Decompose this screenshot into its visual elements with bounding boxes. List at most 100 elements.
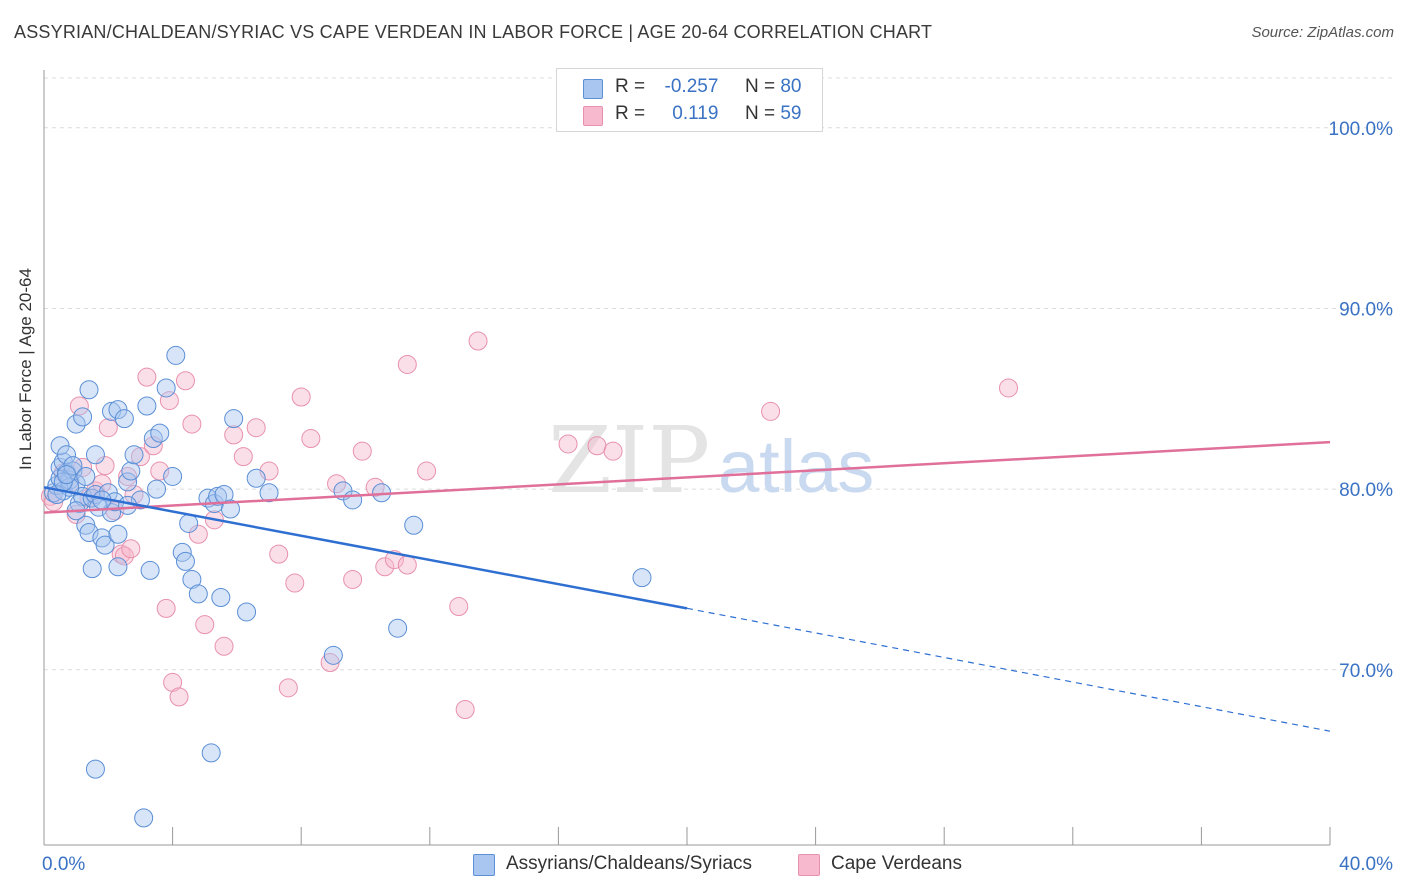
n-value: 59 [780, 103, 802, 124]
data-point-cape-verdeans [246, 418, 266, 438]
data-point-cape-verdeans [214, 636, 234, 656]
data-point-cape-verdeans [999, 378, 1018, 398]
data-point-assyrians [343, 490, 363, 510]
axes [43, 70, 1331, 846]
data-point-cape-verdeans [169, 687, 189, 707]
data-point-assyrians [85, 445, 105, 465]
data-point-assyrians [137, 396, 157, 416]
data-point-assyrians [259, 483, 279, 503]
data-point-cape-verdeans [224, 425, 244, 445]
trend-line-assyrians [43, 486, 688, 610]
data-point-assyrians [73, 407, 93, 427]
watermark-atlas: atlas [718, 425, 874, 508]
data-point-assyrians [140, 560, 160, 580]
data-point-assyrians [118, 472, 138, 492]
data-point-assyrians [211, 588, 231, 608]
data-point-assyrians [175, 551, 195, 571]
data-point-cape-verdeans [159, 391, 179, 411]
data-point-cape-verdeans [397, 354, 417, 374]
data-point-cape-verdeans [188, 524, 208, 544]
data-point-assyrians [323, 645, 343, 665]
data-point-assyrians [57, 465, 77, 485]
data-point-assyrians [182, 569, 202, 589]
data-point-cape-verdeans [118, 466, 138, 486]
data-point-cape-verdeans [150, 461, 170, 481]
data-point-assyrians [79, 380, 99, 400]
data-point-cape-verdeans [558, 434, 578, 454]
legend-swatch-pink [583, 106, 603, 126]
stats-box: R = -0.257 N = 80 R = 0.119 N = 59 [556, 68, 823, 132]
data-point-cape-verdeans [121, 539, 141, 559]
watermark: ZIP atlas [548, 407, 874, 514]
data-point-assyrians [143, 429, 163, 449]
trend-line-cape-verdeans [43, 440, 1331, 514]
data-point-cape-verdeans [163, 672, 183, 692]
data-point-cape-verdeans [156, 598, 176, 618]
data-point-assyrians [150, 423, 170, 443]
data-point-assyrians [388, 618, 408, 638]
stats-row-cape-verdeans: R = 0.119 N = 59 [557, 100, 822, 128]
legend-swatch-pink [798, 854, 820, 876]
data-point-assyrians [108, 557, 128, 577]
legend-swatch-blue [583, 79, 603, 99]
legend-label: Cape Verdeans [831, 853, 962, 874]
r-label: R = [615, 103, 646, 124]
data-point-assyrians [95, 535, 115, 555]
source-label: Source: ZipAtlas.com [1251, 24, 1394, 41]
data-point-assyrians [114, 409, 134, 429]
data-point-cape-verdeans [233, 447, 253, 467]
data-point-cape-verdeans [98, 418, 118, 438]
data-point-cape-verdeans [95, 456, 115, 476]
data-point-assyrians [121, 461, 141, 481]
data-point-cape-verdeans [278, 678, 298, 698]
legend-label: Assyrians/Chaldeans/Syriacs [506, 853, 753, 874]
trend-lines [43, 440, 1331, 732]
data-point-cape-verdeans [195, 615, 215, 635]
data-point-cape-verdeans [291, 387, 311, 407]
data-point-assyrians [166, 345, 186, 365]
data-point-assyrians [224, 409, 244, 429]
data-point-cape-verdeans [327, 474, 347, 494]
data-point-assyrians [108, 524, 128, 544]
data-point-assyrians [220, 499, 240, 519]
data-point-cape-verdeans [468, 331, 488, 351]
data-point-assyrians [246, 468, 266, 488]
legend-swatch-blue [473, 854, 495, 876]
y-tick-label: 100.0% [1329, 119, 1394, 140]
data-point-assyrians [66, 414, 86, 434]
data-point-assyrians [201, 743, 221, 763]
data-point-cape-verdeans [343, 569, 363, 589]
data-point-assyrians [57, 445, 77, 465]
data-point-assyrians [147, 479, 167, 499]
data-point-cape-verdeans [301, 429, 321, 449]
n-value: 80 [780, 76, 802, 97]
data-point-cape-verdeans [285, 573, 305, 593]
r-label: R = [615, 76, 646, 97]
data-point-assyrians [632, 568, 652, 588]
data-point-assyrians [179, 513, 199, 533]
data-point-assyrians [124, 445, 144, 465]
data-point-cape-verdeans [111, 544, 131, 564]
data-point-cape-verdeans [143, 436, 163, 456]
tick-labels: 70.0% 80.0% 90.0% 100.0% 0.0% 40.0% [42, 119, 1393, 875]
data-point-cape-verdeans [449, 597, 469, 617]
data-point-assyrians [76, 466, 96, 486]
data-point-assyrians [134, 808, 154, 828]
data-point-assyrians [63, 461, 83, 481]
y-tick-label: 90.0% [1339, 299, 1393, 320]
data-point-assyrians [82, 559, 102, 579]
x-tick-label: 0.0% [42, 854, 85, 875]
data-point-assyrians [79, 522, 99, 542]
data-point-assyrians [188, 584, 208, 604]
x-tick-label: 40.0% [1339, 854, 1393, 875]
chart-title: ASSYRIAN/CHALDEAN/SYRIAC VS CAPE VERDEAN… [14, 22, 933, 42]
data-point-assyrians [237, 602, 257, 622]
data-point-cape-verdeans [375, 557, 395, 577]
data-point-cape-verdeans [365, 477, 385, 497]
data-point-cape-verdeans [269, 544, 289, 564]
data-point-cape-verdeans [175, 371, 195, 391]
n-label: N = [744, 76, 776, 97]
y-tick-label: 80.0% [1339, 480, 1393, 501]
data-point-cape-verdeans [137, 367, 157, 387]
